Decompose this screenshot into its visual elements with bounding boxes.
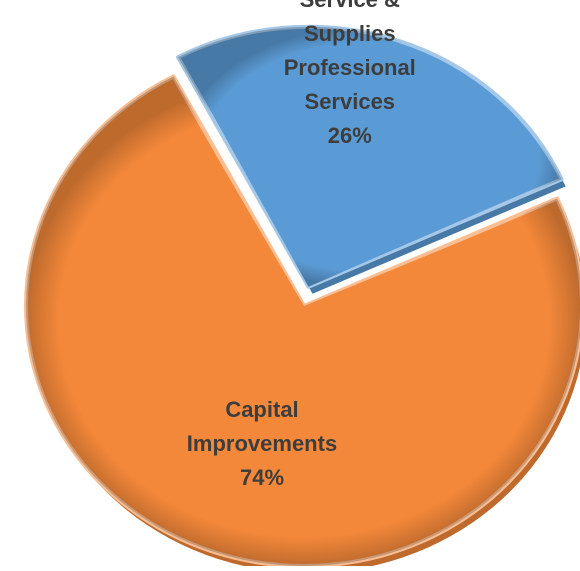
pie-slice-rim-2 <box>26 76 580 566</box>
pie-slice-label-1-line-3: Professional <box>284 55 416 80</box>
pie-percent-label-2: 74% <box>240 465 284 490</box>
slices-layer <box>24 24 580 571</box>
pie-slice-label-2-line-2: Improvements <box>187 431 337 456</box>
pie-slice-label-1-line-4: Services <box>305 89 396 114</box>
pie-slice-label-1-line-1: Service & <box>300 0 400 12</box>
labels-layer: Service & Supplies Professional Services 26%… <box>187 0 416 490</box>
pie-slice-label-1-line-2: Supplies <box>304 21 396 46</box>
pie-percent-label-1: 26% <box>328 123 372 148</box>
pie-slice-label-2-line-1: Capital <box>225 397 298 422</box>
pie-slice-rim-1 <box>177 26 562 287</box>
